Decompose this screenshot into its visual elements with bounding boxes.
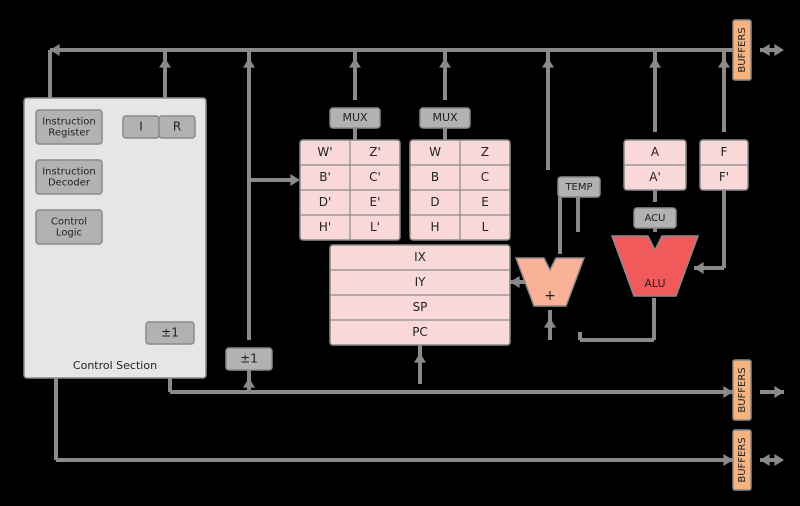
reg-bank-prime-cell-D': D' bbox=[319, 195, 332, 209]
buffers-1-label: BUFFERS bbox=[737, 367, 748, 412]
flags-F': F' bbox=[719, 170, 729, 184]
reg-bank-prime-cell-Z': Z' bbox=[369, 145, 381, 159]
reg-bank-main-cell-B: B bbox=[431, 170, 439, 184]
reg-bank-main-cell-Z: Z bbox=[481, 145, 489, 159]
reg-bank-prime-cell-H': H' bbox=[319, 220, 331, 234]
acu-label: ACU bbox=[645, 213, 666, 224]
block-id-label: InstructionDecoder bbox=[42, 167, 96, 189]
block-ir-label: InstructionRegister bbox=[42, 117, 96, 139]
reg-I-label: I bbox=[139, 120, 143, 134]
reg16-PC: PC bbox=[412, 325, 428, 339]
acc-A': A' bbox=[649, 170, 661, 184]
mux-0-label: MUX bbox=[342, 111, 368, 124]
flags-F: F bbox=[721, 145, 728, 159]
reg-bank-main-cell-L: L bbox=[482, 220, 489, 234]
acc-A: A bbox=[651, 145, 660, 159]
temp-reg-label: TEMP bbox=[564, 182, 592, 193]
reg-bank-prime-cell-W': W' bbox=[317, 145, 332, 159]
incdec-1-label: ±1 bbox=[161, 326, 179, 340]
reg-bank-prime-cell-E': E' bbox=[370, 195, 381, 209]
reg-bank-prime-cell-C': C' bbox=[369, 170, 381, 184]
buffers-2-label: BUFFERS bbox=[737, 437, 748, 482]
mux-1-label: MUX bbox=[432, 111, 458, 124]
reg-bank-main-cell-C: C bbox=[481, 170, 489, 184]
reg-bank-prime-cell-B': B' bbox=[319, 170, 331, 184]
reg-R-label: R bbox=[173, 120, 181, 134]
reg16-SP: SP bbox=[413, 300, 428, 314]
reg-bank-main-cell-E: E bbox=[481, 195, 489, 209]
reg-bank-main-cell-D: D bbox=[430, 195, 439, 209]
control-section-label: Control Section bbox=[73, 359, 157, 372]
reg-bank-main-cell-H: H bbox=[430, 220, 439, 234]
alu-label: ALU bbox=[644, 277, 665, 290]
block-cl-label: ControlLogic bbox=[51, 217, 87, 239]
reg16-IY: IY bbox=[415, 275, 427, 289]
reg-bank-main-cell-W: W bbox=[429, 145, 441, 159]
reg16-IX: IX bbox=[414, 250, 426, 264]
incdec-2-label: ±1 bbox=[240, 352, 258, 366]
adder-label: + bbox=[544, 288, 556, 304]
reg-bank-prime-cell-L': L' bbox=[370, 220, 380, 234]
buffers-0-label: BUFFERS bbox=[737, 27, 748, 72]
